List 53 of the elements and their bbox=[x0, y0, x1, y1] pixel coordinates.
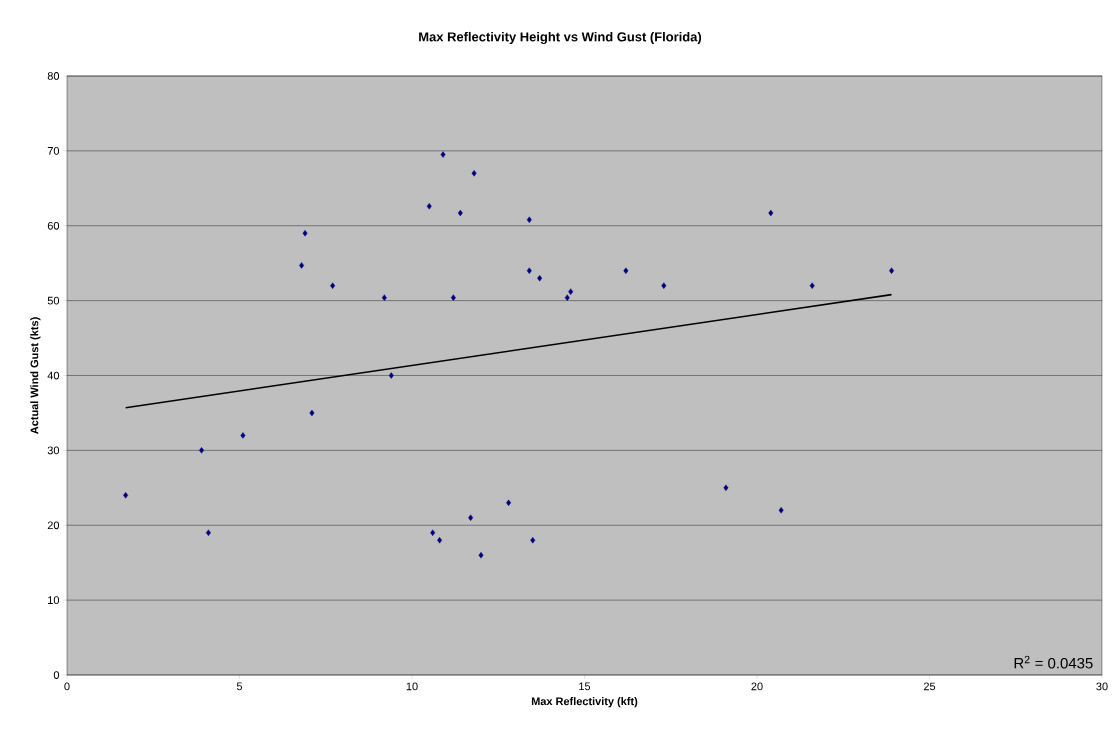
point bbox=[309, 409, 315, 417]
point bbox=[450, 294, 456, 301]
y-tick-label: 60 bbox=[47, 221, 60, 230]
annotation: R$^{2}$ = 0.0435 bbox=[1014, 655, 1093, 669]
point bbox=[661, 282, 667, 289]
point bbox=[526, 216, 532, 223]
point bbox=[778, 507, 784, 514]
x-tick-label: 30 bbox=[1096, 682, 1108, 691]
point bbox=[206, 529, 211, 536]
y-tick-label: 40 bbox=[47, 371, 60, 380]
y-tick-label: 10 bbox=[48, 596, 60, 605]
point bbox=[564, 294, 570, 301]
point bbox=[889, 267, 894, 274]
x-tick-label: 5 bbox=[236, 682, 243, 691]
point bbox=[457, 209, 463, 217]
x-tick-label: 25 bbox=[923, 682, 936, 691]
point bbox=[468, 514, 474, 521]
point bbox=[478, 552, 484, 559]
point bbox=[437, 537, 443, 544]
y-tick-label: 50 bbox=[47, 296, 60, 305]
point bbox=[809, 282, 815, 289]
point bbox=[199, 447, 204, 454]
chart-title: Max Reflectivity Height vs Wind Gust (Florida) bbox=[419, 31, 702, 45]
y-axis-title: Actual Wind Gust (kts) bbox=[30, 317, 41, 434]
point bbox=[430, 529, 436, 536]
y-tick-label: 80 bbox=[47, 72, 60, 80]
y-tick-label: 0 bbox=[53, 671, 60, 679]
point bbox=[440, 151, 446, 158]
x-tick-label: 20 bbox=[751, 682, 763, 691]
point bbox=[723, 484, 729, 492]
point bbox=[768, 209, 774, 217]
point bbox=[471, 170, 477, 177]
y-tick-label: 70 bbox=[47, 147, 60, 155]
point bbox=[623, 267, 629, 274]
point bbox=[526, 267, 532, 274]
point bbox=[426, 203, 432, 210]
point bbox=[299, 262, 305, 269]
x-tick-label: 0 bbox=[64, 682, 70, 691]
x-axis-title: Max Reflectivity (kft) bbox=[531, 697, 638, 708]
point bbox=[240, 432, 246, 439]
y-tick-label: 20 bbox=[47, 521, 60, 530]
point bbox=[302, 230, 308, 237]
point bbox=[530, 537, 536, 544]
x-tick-label: 15 bbox=[579, 682, 591, 691]
point bbox=[381, 294, 387, 301]
x-tick-label: 10 bbox=[406, 682, 418, 691]
point bbox=[123, 492, 129, 499]
point bbox=[568, 288, 574, 295]
point bbox=[537, 274, 543, 282]
point bbox=[506, 499, 512, 506]
point bbox=[388, 372, 394, 379]
y-tick-label: 30 bbox=[47, 446, 60, 455]
point bbox=[330, 282, 336, 289]
